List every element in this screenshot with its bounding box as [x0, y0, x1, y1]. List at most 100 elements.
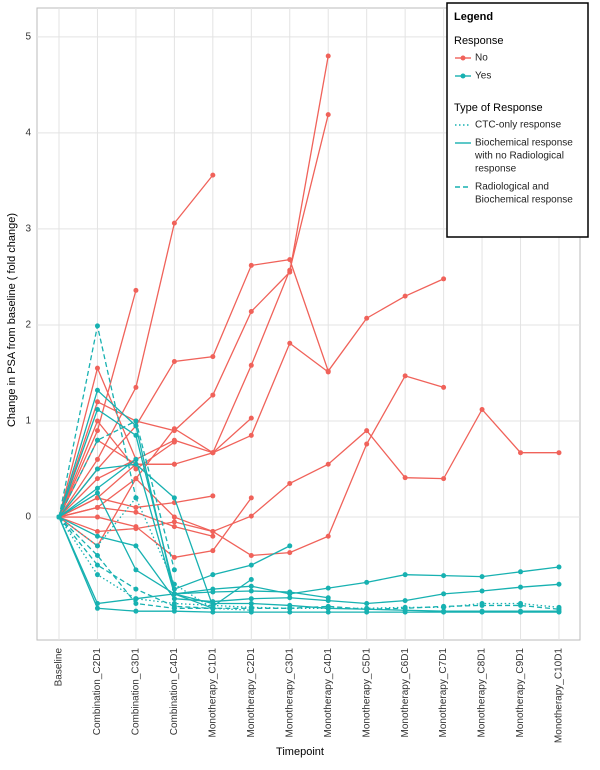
data-point	[364, 579, 370, 585]
data-point	[133, 596, 139, 602]
data-point	[402, 293, 408, 299]
legend-label: with no Radiological	[474, 151, 564, 162]
data-point	[441, 276, 447, 282]
x-tick-label: Monotherapy_C3D1	[284, 648, 295, 738]
y-tick-label: 2	[25, 320, 31, 331]
data-point	[325, 595, 331, 601]
data-point	[133, 504, 139, 510]
data-point	[441, 608, 447, 614]
data-point	[210, 589, 216, 595]
data-point	[364, 428, 370, 434]
legend-group-title: Type of Response	[454, 102, 543, 114]
series-line	[58, 458, 560, 595]
data-point	[556, 450, 562, 456]
data-point	[171, 567, 177, 573]
data-point	[171, 519, 177, 525]
data-point	[518, 584, 524, 590]
data-point	[248, 576, 254, 582]
data-point	[94, 562, 100, 568]
data-point	[210, 572, 216, 578]
x-tick-label: Monotherapy_C8D1	[477, 648, 488, 738]
data-point	[210, 354, 216, 360]
data-point	[364, 315, 370, 321]
legend-label: Radiological and	[475, 182, 549, 193]
data-point	[133, 601, 139, 607]
data-point	[171, 524, 177, 530]
data-point	[287, 257, 293, 263]
data-point	[441, 591, 447, 597]
data-point	[210, 533, 216, 539]
series-line	[58, 516, 560, 605]
data-point	[364, 606, 370, 612]
data-point	[287, 267, 293, 273]
x-tick-label: Monotherapy_C9D1	[515, 648, 526, 738]
data-point	[364, 601, 370, 607]
data-point	[210, 392, 216, 398]
data-point	[133, 586, 139, 592]
data-point	[94, 605, 100, 611]
data-point	[133, 567, 139, 573]
data-point	[171, 591, 177, 597]
data-point	[171, 601, 177, 607]
data-point	[248, 588, 254, 594]
x-tick-label: Monotherapy_C7D1	[438, 648, 449, 738]
x-tick-label: Monotherapy_C5D1	[361, 648, 372, 738]
data-point	[210, 172, 216, 178]
data-point	[94, 365, 100, 371]
x-axis-label: Timepoint	[276, 746, 324, 758]
data-point	[518, 601, 524, 607]
y-tick-label: 5	[25, 31, 31, 42]
legend-label: response	[475, 164, 517, 175]
data-point	[248, 607, 254, 613]
x-tick-label: Combination_C3D1	[131, 648, 142, 736]
data-point	[325, 461, 331, 467]
data-point	[248, 583, 254, 589]
x-tick-label: Monotherapy_C4D1	[323, 648, 334, 738]
data-point	[171, 596, 177, 602]
data-point	[94, 528, 100, 534]
x-tick-label: Monotherapy_C1D1	[207, 648, 218, 738]
data-point	[133, 418, 139, 424]
data-point	[210, 450, 216, 456]
data-point	[287, 543, 293, 549]
data-point	[402, 607, 408, 613]
data-point	[171, 461, 177, 467]
data-point	[441, 573, 447, 579]
data-point	[287, 609, 293, 615]
data-point	[287, 589, 293, 595]
x-tick-label: Combination_C2D1	[92, 648, 103, 736]
series-line	[58, 516, 559, 613]
data-point	[248, 552, 254, 558]
series-line	[58, 419, 175, 518]
data-point	[94, 485, 100, 491]
data-point	[56, 514, 62, 520]
data-point	[94, 572, 100, 578]
data-point	[325, 369, 331, 375]
series-line	[58, 516, 560, 609]
y-axis-label: Change in PSA from baseline ( fold chang…	[6, 213, 18, 427]
data-point	[441, 384, 447, 390]
legend-label: Biochemical response	[475, 195, 573, 206]
data-point	[325, 533, 331, 539]
data-point	[94, 552, 100, 558]
data-point	[133, 526, 139, 532]
data-point	[248, 495, 254, 501]
legend-marker	[460, 55, 466, 61]
data-point	[479, 601, 485, 607]
series-line	[58, 420, 176, 571]
data-point	[133, 495, 139, 501]
legend-box	[446, 2, 589, 238]
data-point	[94, 514, 100, 520]
data-point	[94, 456, 100, 462]
data-point	[556, 564, 562, 570]
data-point	[556, 608, 562, 614]
data-point	[518, 608, 524, 614]
x-tick-label: Monotherapy_C2D1	[246, 648, 257, 738]
data-point	[133, 287, 139, 293]
data-point	[171, 439, 177, 445]
data-point	[287, 595, 293, 601]
data-point	[402, 475, 408, 481]
data-point	[248, 596, 254, 602]
legend-label: No	[475, 53, 488, 64]
series-line	[58, 496, 252, 611]
